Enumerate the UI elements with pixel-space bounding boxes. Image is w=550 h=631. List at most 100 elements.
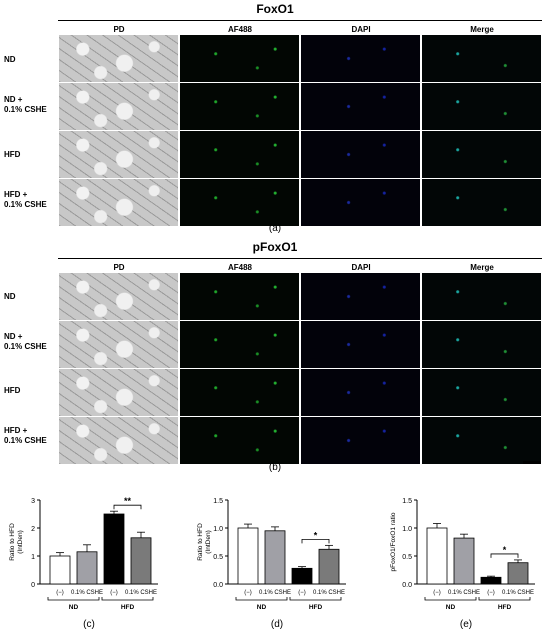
col-header-merge: Merge xyxy=(470,263,494,272)
bar xyxy=(130,537,152,585)
x-tick-label: 0.1% CSHE xyxy=(125,590,157,596)
micrograph-pd-row3 xyxy=(59,131,178,178)
x-tick-label: 0.1% CSHE xyxy=(502,590,534,596)
micrograph-dapi-row1 xyxy=(301,35,420,82)
micrograph-pd-row1 xyxy=(59,35,178,82)
bar xyxy=(507,562,529,585)
micrograph-merge-row4 xyxy=(422,179,541,226)
group-label: HFD xyxy=(121,604,135,611)
micrograph-merge-row3 xyxy=(422,131,541,178)
col-header-pd: PD xyxy=(113,263,125,272)
row-label-hfd: HFD xyxy=(4,150,21,159)
group-bracket xyxy=(478,597,531,601)
y-tick-label: 0.5 xyxy=(213,554,223,561)
scale-bar xyxy=(523,461,541,464)
micrograph-merge-row4 xyxy=(422,417,541,464)
y-tick-label: 0 xyxy=(31,582,35,589)
chart-panel-label: (c) xyxy=(83,619,95,630)
row-label-hfd-cshe: HFD + 0.1% CSHE xyxy=(4,190,47,209)
bar xyxy=(264,530,286,585)
significance-bracket xyxy=(301,538,330,544)
panel-b-label: (b) xyxy=(268,462,282,473)
x-tick-label: 0.1% CSHE xyxy=(71,590,103,596)
micrograph-af488-row4 xyxy=(180,417,299,464)
bar xyxy=(318,548,340,585)
y-tick-label: 1.5 xyxy=(402,498,412,505)
group-label: HFD xyxy=(309,604,323,611)
x-tick-label: 0.1% CSHE xyxy=(259,590,291,596)
micrograph-af488-row4 xyxy=(180,179,299,226)
micrograph-pd-row4 xyxy=(59,417,178,464)
col-header-af488: AF488 xyxy=(227,25,252,34)
panel-b-rule xyxy=(58,258,542,259)
chart-panel-label: (d) xyxy=(271,619,283,630)
x-tick-label: (−) xyxy=(298,590,306,596)
y-tick-label: 2 xyxy=(31,526,35,533)
bar xyxy=(103,513,125,585)
x-tick-label: 0.1% CSHE xyxy=(313,590,345,596)
micrograph-merge-row2 xyxy=(422,321,541,368)
y-tick-label: 1.5 xyxy=(213,498,223,505)
row-label-hfd: HFD xyxy=(4,386,21,395)
panel-b-title: pFoxO1 xyxy=(252,240,298,254)
micrograph-af488-row3 xyxy=(180,131,299,178)
group-bracket xyxy=(47,597,100,601)
micrograph-merge-row3 xyxy=(422,369,541,416)
bar xyxy=(291,567,313,585)
group-label: HFD xyxy=(498,604,512,611)
micrograph-pd-row2 xyxy=(59,321,178,368)
x-tick-label: (−) xyxy=(487,590,495,596)
panel-a-label: (a) xyxy=(268,223,282,234)
bar xyxy=(237,527,259,585)
group-label: ND xyxy=(69,604,79,611)
y-axis-label: Ratio to HFD xyxy=(197,523,204,561)
row-label-nd-cshe: ND + 0.1% CSHE xyxy=(4,95,47,114)
significance-label: * xyxy=(503,545,507,555)
significance-bracket xyxy=(490,553,519,558)
micrograph-pd-row3 xyxy=(59,369,178,416)
col-header-merge: Merge xyxy=(470,25,494,34)
group-bracket xyxy=(289,597,342,601)
micrograph-dapi-row4 xyxy=(301,417,420,464)
row-label-nd: ND xyxy=(4,292,16,301)
y-axis-label: (IntDen) xyxy=(17,530,24,553)
y-tick-label: 3 xyxy=(31,498,35,505)
micrograph-dapi-row4 xyxy=(301,179,420,226)
y-axis-label: Ratio to HFD xyxy=(9,523,16,561)
x-tick-label: (−) xyxy=(433,590,441,596)
x-tick-label: (−) xyxy=(110,590,118,596)
chart-panel-label: (e) xyxy=(460,619,472,630)
micrograph-pd-row4 xyxy=(59,179,178,226)
group-bracket xyxy=(424,597,477,601)
x-tick-label: 0.1% CSHE xyxy=(448,590,480,596)
significance-label: ** xyxy=(124,496,132,506)
row-label-hfd-cshe: HFD + 0.1% CSHE xyxy=(4,426,47,445)
micrograph-af488-row1 xyxy=(180,35,299,82)
group-label: ND xyxy=(257,604,267,611)
col-header-af488: AF488 xyxy=(227,263,252,272)
y-tick-label: 1.0 xyxy=(213,526,223,533)
group-bracket xyxy=(235,597,288,601)
row-label-nd: ND xyxy=(4,55,16,64)
micrograph-merge-row1 xyxy=(422,35,541,82)
col-header-dapi: DAPI xyxy=(351,263,371,272)
micrograph-pd-row2 xyxy=(59,83,178,130)
micrograph-pd-row1 xyxy=(59,273,178,320)
bar xyxy=(49,555,71,585)
y-tick-label: 0.0 xyxy=(213,582,223,589)
x-tick-label: (−) xyxy=(244,590,252,596)
y-tick-label: 1.0 xyxy=(402,526,412,533)
row-label-nd-cshe: ND + 0.1% CSHE xyxy=(4,332,47,351)
group-bracket xyxy=(101,597,154,601)
micrograph-af488-row3 xyxy=(180,369,299,416)
micrograph-dapi-row3 xyxy=(301,369,420,416)
micrograph-af488-row2 xyxy=(180,83,299,130)
y-tick-label: 0.5 xyxy=(402,554,412,561)
y-axis-label: (IntDen) xyxy=(205,530,212,553)
col-header-dapi: DAPI xyxy=(351,25,371,34)
bar xyxy=(453,537,475,585)
micrograph-dapi-row3 xyxy=(301,131,420,178)
bar xyxy=(426,527,448,585)
bar xyxy=(76,551,98,585)
